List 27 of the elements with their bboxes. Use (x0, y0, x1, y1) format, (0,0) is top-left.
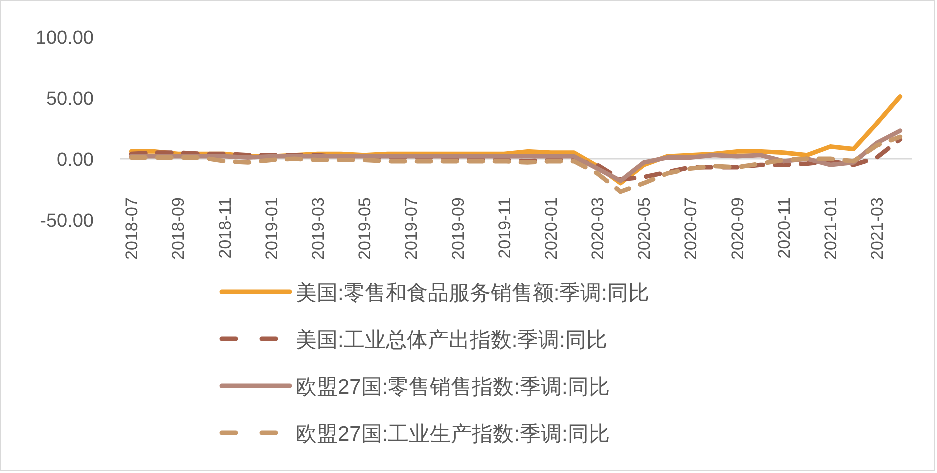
x-tick-label: 2020-09 (728, 198, 748, 260)
y-tick-label: 100.00 (36, 28, 94, 49)
line-series (129, 137, 903, 182)
y-tick-label: -50.00 (40, 211, 94, 232)
legend-label: 欧盟27国:零售销售指数:季调:同比 (296, 376, 610, 399)
x-tick-label: 2020-05 (635, 198, 654, 260)
line-series (129, 134, 903, 194)
x-tick-label: 2019-09 (448, 198, 468, 260)
x-tick-label: 2019-07 (402, 198, 422, 260)
x-tick-label: 2019-05 (356, 198, 375, 260)
x-tick-label: 2020-01 (542, 198, 561, 260)
x-tick-label: 2019-11 (495, 198, 514, 259)
x-tick-label: 2020-07 (682, 198, 701, 260)
x-tick-label: 2021-01 (821, 198, 840, 260)
x-tick-label: 2018-07 (122, 198, 142, 260)
x-tick-label: 2020-03 (588, 198, 608, 260)
legend-label: 欧盟27国:工业生产指数:季调:同比 (296, 423, 610, 446)
y-tick-label: 50.00 (46, 89, 94, 110)
y-tick-label: 0.00 (57, 150, 94, 171)
x-tick-label: 2019-03 (309, 198, 328, 260)
x-tick-label: 2020-11 (774, 198, 794, 259)
legend-label: 美国:零售和食品服务销售额:季调:同比 (296, 282, 650, 305)
x-tick-label: 2021-03 (868, 198, 888, 260)
x-tick-label: 2018-11 (216, 198, 235, 259)
x-tick-label: 2018-09 (169, 198, 188, 260)
x-tick-label: 2019-01 (262, 198, 282, 260)
legend-label: 美国:工业总体产出指数:季调:同比 (296, 329, 608, 352)
